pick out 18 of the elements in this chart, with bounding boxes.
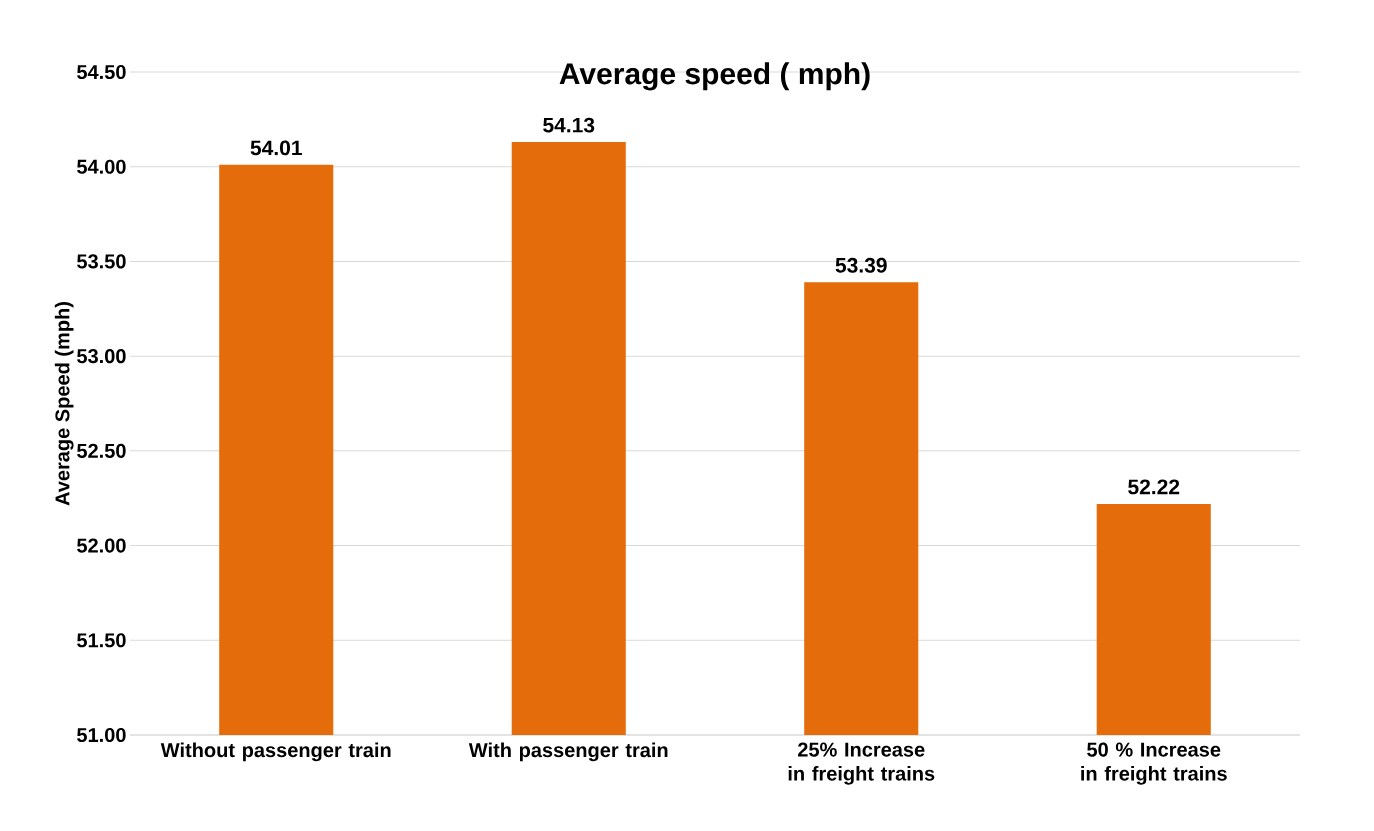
y-tick-label: 52.00 xyxy=(77,538,126,553)
chart-title: Average speed ( mph) xyxy=(559,62,870,91)
x-tick-label: 50 % Increase in freight trains xyxy=(1081,742,1227,785)
data-label: 52.22 xyxy=(1128,479,1180,495)
x-tick-label: 25% Increase in freight trains xyxy=(788,742,935,785)
y-tick-label: 54.00 xyxy=(77,159,126,174)
x-tick-label: With passenger train xyxy=(468,742,668,762)
y-tick-label: 53.50 xyxy=(77,254,126,269)
y-axis-title: Average Speed (mph) xyxy=(54,302,74,506)
y-tick-label: 52.50 xyxy=(77,443,126,458)
y-tick-label: 54.50 xyxy=(77,64,126,80)
x-tick-label: Without passenger train xyxy=(160,742,391,762)
data-label: 54.13 xyxy=(543,117,595,133)
y-tick-label: 53.00 xyxy=(77,349,126,364)
data-label: 54.01 xyxy=(250,140,302,156)
y-tick-label: 51.00 xyxy=(77,727,126,743)
data-label: 53.39 xyxy=(835,257,887,273)
y-tick-label: 51.50 xyxy=(77,633,126,648)
